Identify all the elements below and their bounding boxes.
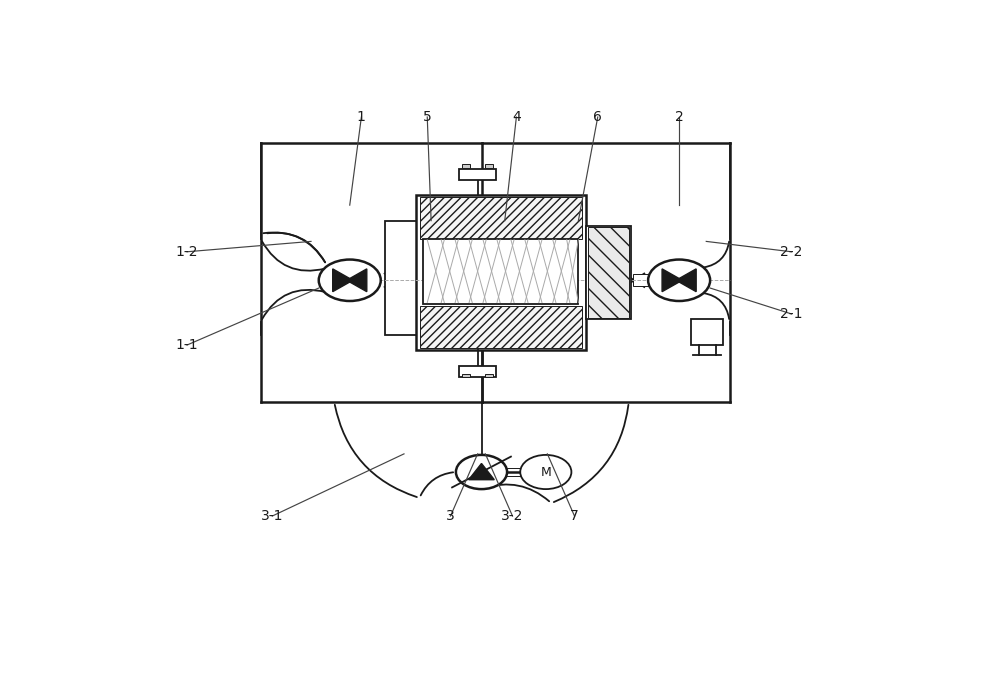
Bar [423,239,578,304]
Text: 3: 3 [446,509,455,523]
Bar [485,164,493,168]
Bar [420,306,582,348]
Circle shape [319,260,381,301]
Bar [459,366,496,377]
Bar [459,169,496,180]
Circle shape [520,455,571,489]
Text: 2-1: 2-1 [780,307,803,321]
FancyArrowPatch shape [704,293,729,319]
Bar [633,274,655,287]
Bar [588,227,629,318]
Circle shape [456,455,507,489]
Bar [413,274,459,287]
Bar [590,274,630,287]
Bar [420,197,582,239]
Text: 1-1: 1-1 [176,338,198,352]
Text: M: M [540,466,551,479]
Text: 5: 5 [423,110,432,124]
FancyArrowPatch shape [262,290,325,319]
Circle shape [648,260,710,301]
Polygon shape [347,269,367,291]
Text: 7: 7 [570,509,579,523]
Text: 1: 1 [357,110,366,124]
Bar [385,221,417,334]
Text: 2: 2 [675,110,684,124]
Polygon shape [333,269,353,291]
FancyArrowPatch shape [704,242,729,267]
Text: 1-2: 1-2 [176,245,198,259]
FancyArrowPatch shape [263,232,325,262]
Polygon shape [676,269,696,291]
Polygon shape [662,269,682,291]
FancyArrowPatch shape [267,233,325,262]
Bar [416,194,586,350]
Bar [586,226,631,319]
Text: 3-1: 3-1 [261,509,284,523]
FancyArrowPatch shape [335,404,417,497]
FancyArrowPatch shape [554,404,628,502]
FancyArrowPatch shape [484,485,549,501]
FancyArrowPatch shape [262,241,325,271]
Bar [485,374,493,377]
Bar [462,164,470,168]
Text: 4: 4 [512,110,521,124]
FancyArrowPatch shape [421,472,453,495]
Bar [691,319,723,345]
Polygon shape [469,464,494,480]
Text: 6: 6 [593,110,602,124]
Text: 3-2: 3-2 [501,509,524,523]
Text: 2-2: 2-2 [780,245,803,259]
Bar [462,374,470,377]
Bar [446,283,455,289]
